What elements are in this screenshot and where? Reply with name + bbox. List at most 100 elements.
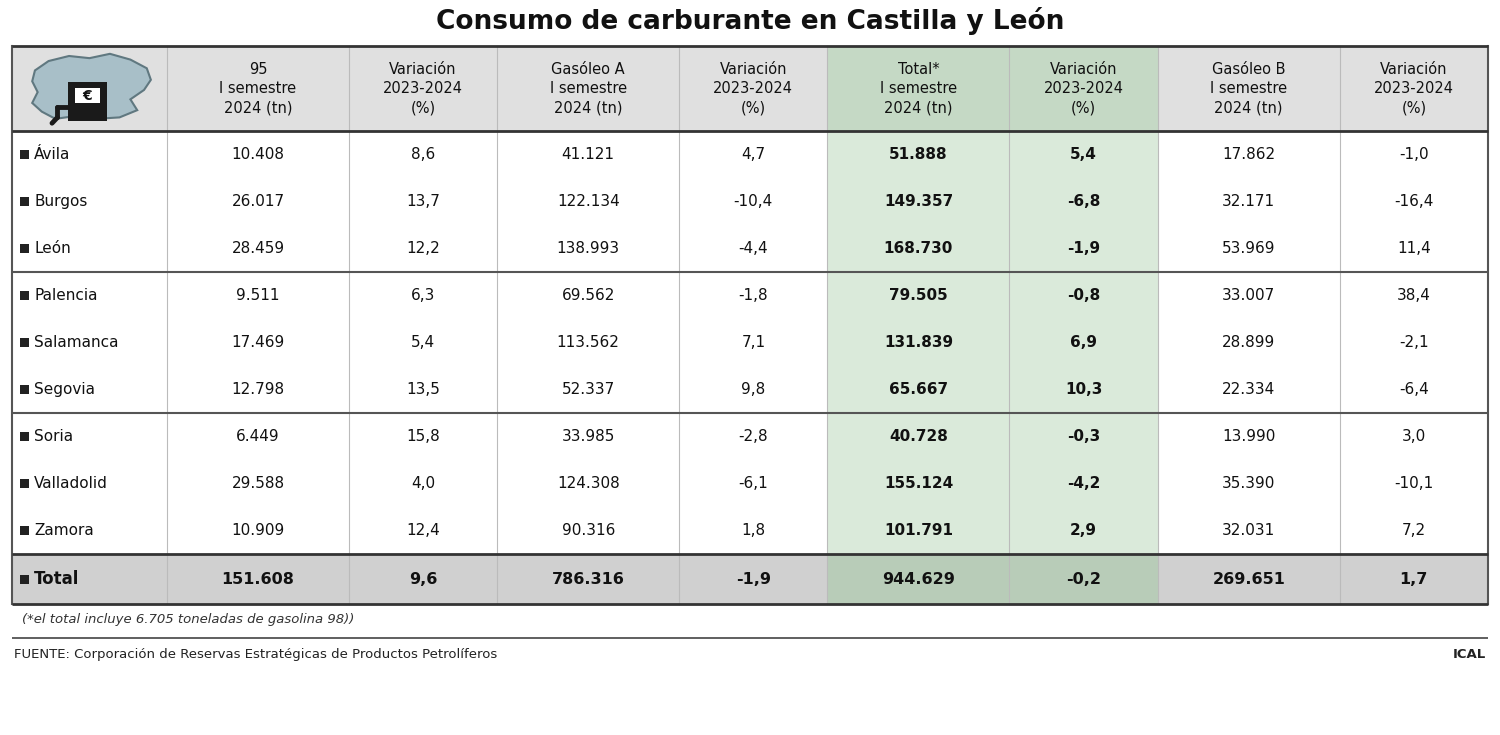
Bar (20, 526, 28, 535)
Bar (12, 272, 1488, 319)
Text: Variación
2023-2024
(%): Variación 2023-2024 (%) (382, 62, 464, 115)
Text: 4,7: 4,7 (741, 147, 765, 162)
Text: 13,5: 13,5 (406, 382, 439, 397)
Bar (828, 46, 1010, 131)
Text: 13.990: 13.990 (1222, 429, 1275, 444)
Text: -6,4: -6,4 (1400, 382, 1428, 397)
Polygon shape (32, 54, 152, 119)
Text: 29.588: 29.588 (231, 476, 285, 491)
Text: Burgos: Burgos (34, 194, 87, 209)
Text: 79.505: 79.505 (890, 288, 948, 303)
Text: 155.124: 155.124 (884, 476, 952, 491)
Text: ICAL: ICAL (1452, 648, 1486, 661)
Text: 8,6: 8,6 (411, 147, 435, 162)
Bar (828, 272, 1010, 319)
Text: €: € (82, 89, 93, 103)
Text: 7,2: 7,2 (1402, 523, 1426, 538)
Text: 10.909: 10.909 (231, 523, 285, 538)
Text: 33.007: 33.007 (1222, 288, 1275, 303)
Bar (828, 460, 1010, 507)
Text: 6,3: 6,3 (411, 288, 435, 303)
Bar (12, 131, 1488, 178)
Bar (12, 638, 1488, 674)
Bar (828, 554, 1010, 604)
Text: 95
I semestre
2024 (tn): 95 I semestre 2024 (tn) (219, 62, 297, 115)
Bar (1010, 319, 1158, 366)
Text: 101.791: 101.791 (884, 523, 952, 538)
Text: FUENTE: Corporación de Reservas Estratégicas de Productos Petrolíferos: FUENTE: Corporación de Reservas Estratég… (13, 648, 496, 661)
Bar (828, 131, 1010, 178)
Bar (75, 88, 100, 104)
Text: 122.134: 122.134 (556, 194, 620, 209)
Text: -16,4: -16,4 (1394, 194, 1434, 209)
Text: 269.651: 269.651 (1212, 572, 1286, 587)
Text: 3,0: 3,0 (1401, 429, 1426, 444)
Bar (12, 46, 1488, 674)
Bar (12, 507, 1488, 554)
Bar (828, 225, 1010, 272)
Text: 26.017: 26.017 (231, 194, 285, 209)
Text: -0,2: -0,2 (1066, 572, 1101, 587)
Text: 113.562: 113.562 (556, 335, 620, 350)
Text: Palencia: Palencia (34, 288, 98, 303)
Bar (1010, 225, 1158, 272)
Text: 17.469: 17.469 (231, 335, 285, 350)
Bar (20, 291, 28, 300)
Text: Total: Total (34, 570, 80, 588)
Text: 41.121: 41.121 (561, 147, 615, 162)
Text: 69.562: 69.562 (561, 288, 615, 303)
Text: 51.888: 51.888 (890, 147, 948, 162)
Text: Variación
2023-2024
(%): Variación 2023-2024 (%) (1044, 62, 1124, 115)
Bar (1010, 272, 1158, 319)
Text: 9,8: 9,8 (741, 382, 765, 397)
Bar (12, 604, 1488, 636)
Bar (12, 46, 1488, 131)
Text: -6,8: -6,8 (1066, 194, 1101, 209)
Text: 12,2: 12,2 (406, 241, 439, 256)
Bar (1010, 178, 1158, 225)
Text: Consumo de carburante en Castilla y León: Consumo de carburante en Castilla y León (436, 7, 1064, 35)
Bar (828, 366, 1010, 413)
Text: 13,7: 13,7 (406, 194, 439, 209)
Bar (20, 479, 28, 488)
Text: -10,4: -10,4 (734, 194, 772, 209)
Text: 944.629: 944.629 (882, 572, 956, 587)
Text: -1,0: -1,0 (1400, 147, 1428, 162)
Text: 28.459: 28.459 (231, 241, 285, 256)
Text: 6.449: 6.449 (236, 429, 280, 444)
Bar (1010, 554, 1158, 604)
Text: 33.985: 33.985 (561, 429, 615, 444)
Text: 22.334: 22.334 (1222, 382, 1275, 397)
Bar (12, 178, 1488, 225)
Text: -0,3: -0,3 (1066, 429, 1100, 444)
Text: 2,9: 2,9 (1070, 523, 1096, 538)
Text: 10.408: 10.408 (231, 147, 285, 162)
Text: 4,0: 4,0 (411, 476, 435, 491)
Bar (1010, 46, 1158, 131)
Text: 7,1: 7,1 (741, 335, 765, 350)
Text: -10,1: -10,1 (1394, 476, 1434, 491)
Bar (828, 413, 1010, 460)
Bar (0, 0, 1500, 46)
Text: -0,8: -0,8 (1066, 288, 1100, 303)
Text: Salamanca: Salamanca (34, 335, 118, 350)
Bar (1010, 366, 1158, 413)
Text: 12,4: 12,4 (406, 523, 439, 538)
Bar (20, 575, 28, 584)
Text: 35.390: 35.390 (1222, 476, 1275, 491)
Bar (1010, 507, 1158, 554)
Bar (69, 82, 106, 121)
Text: Total*
I semestre
2024 (tn): Total* I semestre 2024 (tn) (880, 62, 957, 115)
Text: 10,3: 10,3 (1065, 382, 1102, 397)
Text: 32.171: 32.171 (1222, 194, 1275, 209)
Text: 32.031: 32.031 (1222, 523, 1275, 538)
Bar (20, 432, 28, 441)
Text: 138.993: 138.993 (556, 241, 620, 256)
Text: 65.667: 65.667 (890, 382, 948, 397)
Bar (828, 178, 1010, 225)
Text: Soria: Soria (34, 429, 74, 444)
Text: Gasóleo A
I semestre
2024 (tn): Gasóleo A I semestre 2024 (tn) (549, 62, 627, 115)
Text: 9.511: 9.511 (236, 288, 279, 303)
Text: Valladolid: Valladolid (34, 476, 108, 491)
Bar (20, 150, 28, 159)
